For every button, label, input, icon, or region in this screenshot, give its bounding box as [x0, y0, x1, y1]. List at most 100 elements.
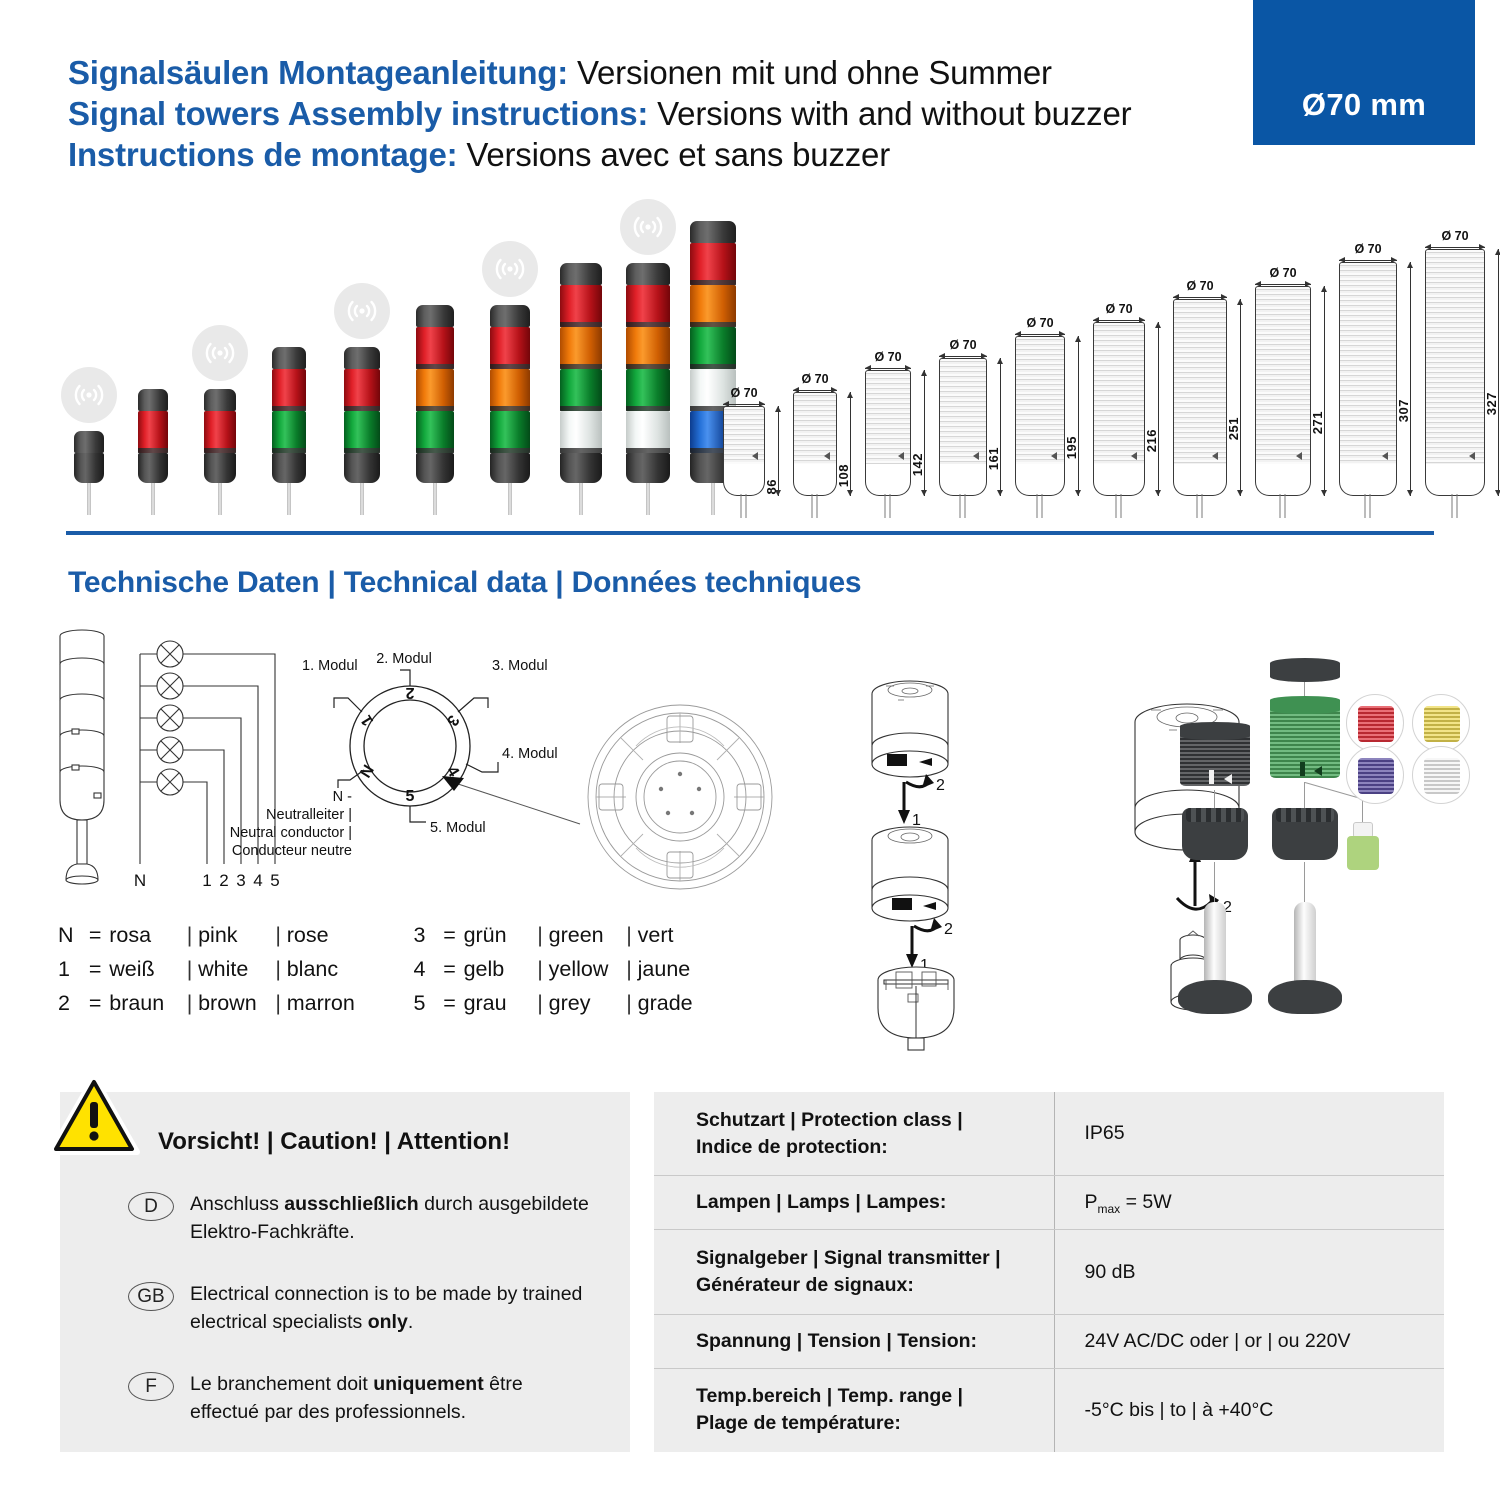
module-green-cylinder: [1270, 702, 1340, 778]
height-dim-line: [1407, 262, 1413, 496]
diameter-dim-bar: [723, 401, 765, 407]
tower-segment-green: [344, 411, 380, 453]
svg-text:Neutralleiter |: Neutralleiter |: [266, 807, 352, 823]
height-dim-label: 271: [1310, 410, 1325, 434]
svg-text:4: 4: [253, 871, 262, 890]
dimension-drawing: Ø 70 142: [865, 348, 927, 518]
specifications-table: Schutzart | Protection class | Indice de …: [654, 1092, 1444, 1452]
lamp-symbols-group: [156, 640, 184, 796]
cable-outline: [1364, 494, 1373, 518]
height-dim-label: 142: [910, 452, 925, 476]
module-ring: [560, 322, 602, 327]
legend-cell: |: [186, 923, 193, 947]
swatch-yellow: [1412, 694, 1470, 752]
module-green-foot-teeth: [1276, 808, 1334, 822]
link-green-2: [1304, 862, 1305, 902]
dimension-drawing: Ø 70 86: [723, 384, 781, 518]
tower-body: [490, 305, 530, 483]
tower-cable: [87, 483, 91, 515]
spec-value: 90 dB: [1054, 1229, 1444, 1315]
tower-segment-green: [626, 369, 670, 411]
base-bottom-view-drawing: [575, 700, 785, 895]
buzzer-icon: [482, 241, 538, 297]
module-labels: 1. Modul 2. Modul 3. Modul 4. Modul 5. M…: [302, 651, 558, 836]
legend-cell: marron: [286, 991, 355, 1015]
connector-pins: [658, 771, 702, 816]
tower-segment-white: [690, 369, 736, 411]
legend-cell: 1: [58, 957, 70, 981]
diameter-dim-label: Ø 70: [1354, 242, 1382, 256]
tower-segment-green: [490, 411, 530, 453]
tower-outline: [1425, 249, 1485, 466]
assembly-exploded-diagram: 2 1 2 1: [840, 650, 1150, 1051]
label-module-4: 4. Modul: [502, 746, 558, 762]
legend-cell: |: [275, 957, 281, 981]
assembly-module-top: [871, 680, 949, 778]
module-ring: [344, 448, 380, 453]
tower-segment-green: [560, 369, 602, 411]
module-green-top: [1270, 696, 1340, 714]
title-en-plain: Versions with and without buzzer: [648, 95, 1132, 132]
module-ring: [626, 322, 670, 327]
tower-segment-orange: [490, 369, 530, 411]
spec-value: IP65: [1054, 1092, 1444, 1177]
title-line-de: Signalsäulen Montageanleitung: Versionen…: [68, 52, 1228, 93]
diameter-dim-bar: [1339, 257, 1397, 263]
module-ring: [690, 448, 736, 453]
tower-cable: [508, 483, 512, 515]
diameter-dim-bar: [1255, 281, 1311, 287]
tower-segment-orange: [690, 285, 736, 327]
tower-segment-white: [626, 411, 670, 453]
module-green-marker: [1300, 762, 1305, 776]
legend-cell: 3: [413, 923, 426, 947]
cable-outline: [1279, 494, 1288, 518]
height-dim-line: [997, 358, 1003, 496]
spec-label: Signalgeber | Signal transmitter | Généra…: [654, 1229, 1055, 1315]
dimension-drawing: Ø 70 108: [793, 370, 853, 518]
cable-outline: [740, 494, 749, 518]
tower-segment-red: [344, 369, 380, 411]
module-leader-lines: [333, 669, 499, 823]
svg-text:2: 2: [944, 921, 953, 938]
diameter-dim-label: Ø 70: [730, 386, 758, 400]
swatch-clear: [1412, 746, 1470, 804]
svg-text:Conducteur neutre: Conducteur neutre: [232, 843, 352, 859]
diameter-dim-bar: [1425, 244, 1485, 250]
legend-row: 2 = braun | brown | marron 5 = grau | grey | grade: [58, 986, 718, 1020]
legend-cell: brown: [198, 991, 257, 1015]
tower-cable: [579, 483, 583, 515]
dimension-drawing: Ø 70 271: [1255, 264, 1327, 518]
legend-cell: blanc: [286, 957, 339, 981]
wire-color-legend: N = rosa | pink | rose 3 = grün | green | vert 1 = weiß |…: [58, 918, 718, 1020]
tower-outline: [793, 392, 837, 466]
link-green-cap: [1304, 682, 1305, 700]
height-dim-line: [921, 370, 927, 496]
dimension-drawing: Ø 70 216: [1093, 300, 1161, 518]
height-dim-line: [1321, 286, 1327, 496]
svg-text:2: 2: [1223, 899, 1232, 916]
legend-cell: 4: [413, 957, 426, 981]
legend-cell: |: [275, 991, 281, 1015]
legend-cell: [371, 918, 413, 952]
tower-body: [344, 347, 380, 483]
title-line-fr: Instructions de montage: Versions avec e…: [68, 134, 1228, 175]
cable-outline: [959, 494, 968, 518]
spec-value: -5°C bis | to | à +40°C: [1084, 1398, 1274, 1421]
module-ring: [416, 364, 454, 369]
base-outline: [1339, 464, 1397, 496]
cable-outline: [1115, 494, 1124, 518]
title-line-en: Signal towers Assembly instructions: Ver…: [68, 93, 1228, 134]
module-arrow-mark-icon: [1381, 452, 1388, 460]
base-outline: [723, 464, 765, 496]
base-outline: [1173, 464, 1227, 496]
spec-label: Schutzart | Protection class | Indice de …: [654, 1092, 1055, 1177]
tower-segment-base: [138, 453, 168, 483]
legend-cell: |: [626, 991, 632, 1015]
page-header: Signalsäulen Montageanleitung: Versionen…: [0, 0, 1500, 210]
tower-segment-cap: [344, 347, 380, 369]
caution-note-text: Le branchement doit uniquement être effe…: [190, 1373, 523, 1423]
tower-segment-base: [74, 453, 104, 483]
diameter-dim-label: Ø 70: [949, 338, 977, 352]
tower-segment-cap: [626, 263, 670, 285]
language-badge: GB: [128, 1282, 174, 1311]
